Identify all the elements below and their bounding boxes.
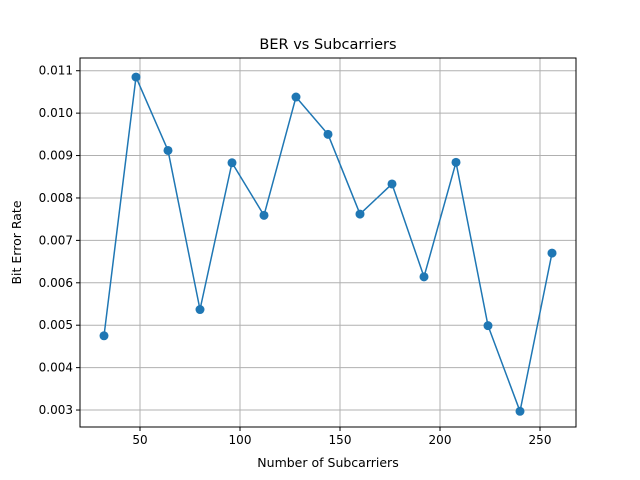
y-tick-label: 0.006	[39, 276, 73, 290]
data-point	[291, 92, 301, 102]
y-axis-label: Bit Error Rate	[9, 200, 24, 284]
x-tick-label: 200	[429, 433, 452, 447]
data-point	[451, 157, 461, 167]
data-point	[99, 331, 109, 341]
y-tick-label: 0.010	[39, 106, 73, 120]
data-point	[355, 209, 365, 219]
y-tick-label: 0.009	[39, 149, 73, 163]
y-tick-label: 0.011	[39, 64, 73, 78]
data-point	[323, 129, 333, 139]
x-tick-label: 250	[529, 433, 552, 447]
data-point	[131, 72, 141, 82]
plot-area	[99, 72, 557, 416]
x-axis-label: Number of Subcarriers	[257, 455, 398, 470]
y-tick-label: 0.007	[39, 233, 73, 247]
data-point	[163, 145, 173, 155]
x-tick-label: 100	[229, 433, 252, 447]
y-tick-label: 0.004	[39, 361, 73, 375]
data-point	[547, 248, 557, 258]
data-point	[387, 179, 397, 189]
grid	[80, 58, 576, 427]
data-point	[419, 272, 429, 282]
y-tick-label: 0.008	[39, 191, 73, 205]
axes-frame	[79, 57, 577, 428]
data-point	[259, 210, 269, 220]
data-point	[515, 406, 525, 416]
data-point	[483, 321, 493, 331]
x-tick-label: 150	[329, 433, 352, 447]
y-tick-label: 0.003	[39, 403, 73, 417]
axis-ticks: 50 100 150 200 250 0.003 0.004 0.005 0.006 0.007 0…	[39, 64, 552, 447]
data-point	[195, 305, 205, 315]
series-line	[103, 76, 553, 413]
data-point	[227, 158, 237, 168]
y-tick-label: 0.005	[39, 318, 73, 332]
chart-title: BER vs Subcarriers	[259, 37, 396, 53]
x-tick-label: 50	[132, 433, 147, 447]
